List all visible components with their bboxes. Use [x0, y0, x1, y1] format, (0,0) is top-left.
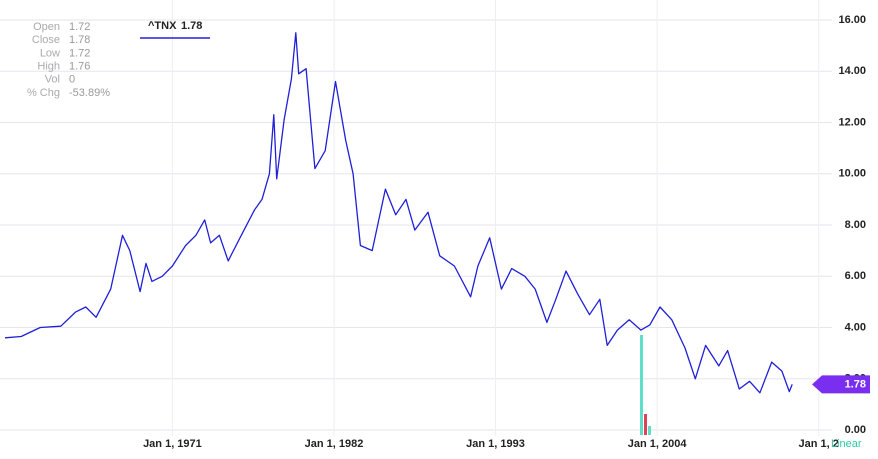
info-value: 1.72 [69, 47, 90, 59]
volume-bar [648, 426, 651, 435]
grid [0, 0, 832, 436]
info-value: 1.76 [69, 61, 90, 73]
info-value: 1.78 [69, 34, 90, 46]
info-value: -53.89% [69, 87, 110, 99]
volume-bar [640, 335, 643, 435]
info-label: Vol [45, 74, 60, 86]
last-price-badge [812, 375, 870, 394]
y-tick-label: 0.00 [845, 424, 866, 436]
scale-toggle[interactable]: Linear [831, 438, 862, 450]
price-line [4, 32, 793, 394]
volume-bar [644, 414, 647, 435]
info-label: % Chg [27, 87, 60, 99]
x-tick-label: Jan 1, 1971 [143, 438, 202, 450]
y-tick-label: 6.00 [845, 270, 866, 282]
x-tick-label: Jan 1, 2004 [628, 438, 688, 450]
y-tick-label: 8.00 [845, 219, 866, 231]
y-tick-label: 10.00 [838, 168, 866, 180]
y-tick-label: 12.00 [838, 116, 866, 128]
x-tick-label: Jan 1, 1993 [466, 438, 525, 450]
last-price-label: 1.78 [845, 378, 866, 390]
x-tick-label: Jan 1, 2 [798, 438, 838, 450]
info-value: 0 [69, 74, 75, 86]
info-label: High [37, 61, 60, 73]
info-label: Low [40, 47, 60, 59]
x-tick-label: Jan 1, 1982 [305, 438, 364, 450]
y-tick-label: 16.00 [838, 14, 866, 26]
info-label: Open [33, 21, 60, 33]
y-tick-label: 14.00 [838, 65, 866, 77]
info-label: Close [32, 34, 60, 46]
y-tick-label: 4.00 [845, 321, 866, 333]
legend-value: 1.78 [181, 20, 202, 32]
info-value: 1.72 [69, 21, 90, 33]
legend-name: ^TNX [148, 20, 177, 32]
